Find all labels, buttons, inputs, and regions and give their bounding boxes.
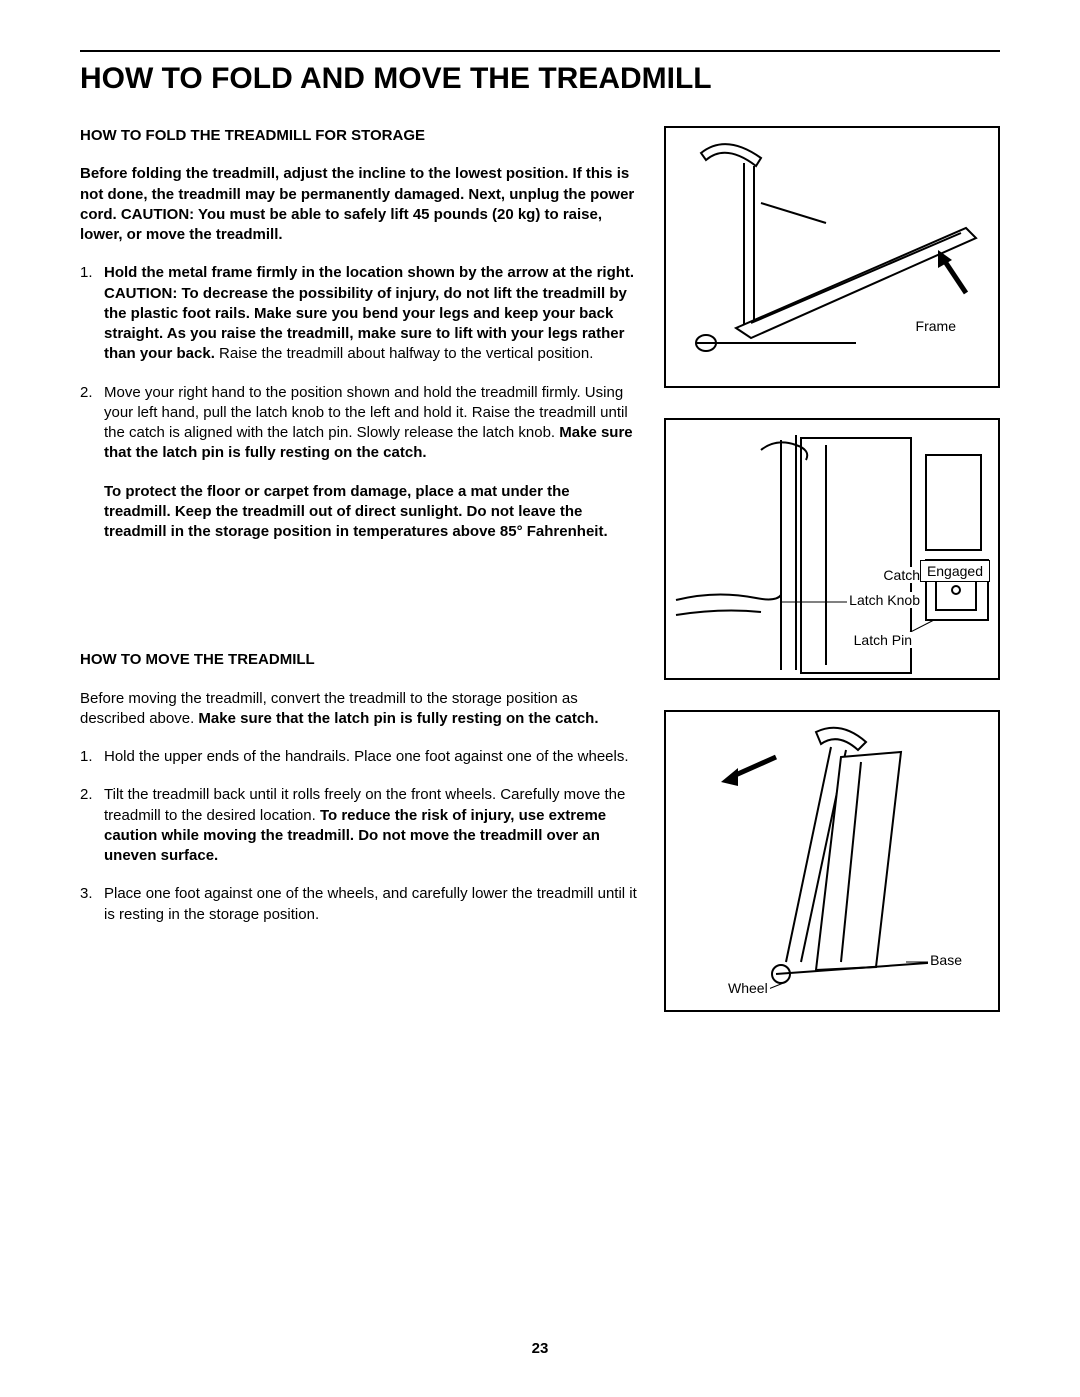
page-title: HOW TO FOLD AND MOVE THE TREADMILL bbox=[80, 62, 1000, 96]
move-intro: Before moving the treadmill, convert the… bbox=[80, 689, 640, 730]
label-frame: Frame bbox=[914, 318, 958, 334]
fold-intro: Before folding the treadmill, adjust the… bbox=[80, 164, 640, 245]
label-engaged: Engaged bbox=[920, 560, 990, 582]
move-steps: Hold the upper ends of the handrails. Pl… bbox=[80, 747, 640, 925]
figure-2: Catch Engaged Latch Knob Latch Pin bbox=[664, 418, 1000, 680]
figure-1: Frame bbox=[664, 126, 1000, 388]
move-heading: HOW TO MOVE THE TREADMILL bbox=[80, 650, 640, 670]
label-latch-knob: Latch Knob bbox=[847, 592, 922, 608]
text-column: HOW TO FOLD THE TREADMILL FOR STORAGE Be… bbox=[80, 126, 640, 1012]
treadmill-unfolded-diagram bbox=[666, 128, 1002, 390]
label-wheel: Wheel bbox=[726, 980, 770, 996]
latch-detail-diagram bbox=[666, 420, 1002, 682]
moving-treadmill-diagram bbox=[666, 712, 1002, 1014]
move-step-2: Tilt the treadmill back until it rolls f… bbox=[80, 785, 640, 866]
label-base: Base bbox=[928, 952, 964, 968]
fold-steps: Hold the metal frame firmly in the locat… bbox=[80, 263, 640, 542]
page-number: 23 bbox=[0, 1340, 1080, 1357]
top-rule bbox=[80, 50, 1000, 52]
figure-column: Frame bbox=[664, 126, 1000, 1012]
label-latch-pin: Latch Pin bbox=[852, 632, 914, 648]
fold-step-2: Move your right hand to the position sho… bbox=[80, 383, 640, 543]
content-columns: HOW TO FOLD THE TREADMILL FOR STORAGE Be… bbox=[80, 126, 1000, 1012]
figure-3: Base Wheel bbox=[664, 710, 1000, 1012]
move-step-1: Hold the upper ends of the handrails. Pl… bbox=[80, 747, 640, 767]
label-catch: Catch bbox=[881, 567, 922, 583]
fold-step-1: Hold the metal frame firmly in the locat… bbox=[80, 263, 640, 364]
fold-heading: HOW TO FOLD THE TREADMILL FOR STORAGE bbox=[80, 126, 640, 146]
move-step-3: Place one foot against one of the wheels… bbox=[80, 884, 640, 925]
